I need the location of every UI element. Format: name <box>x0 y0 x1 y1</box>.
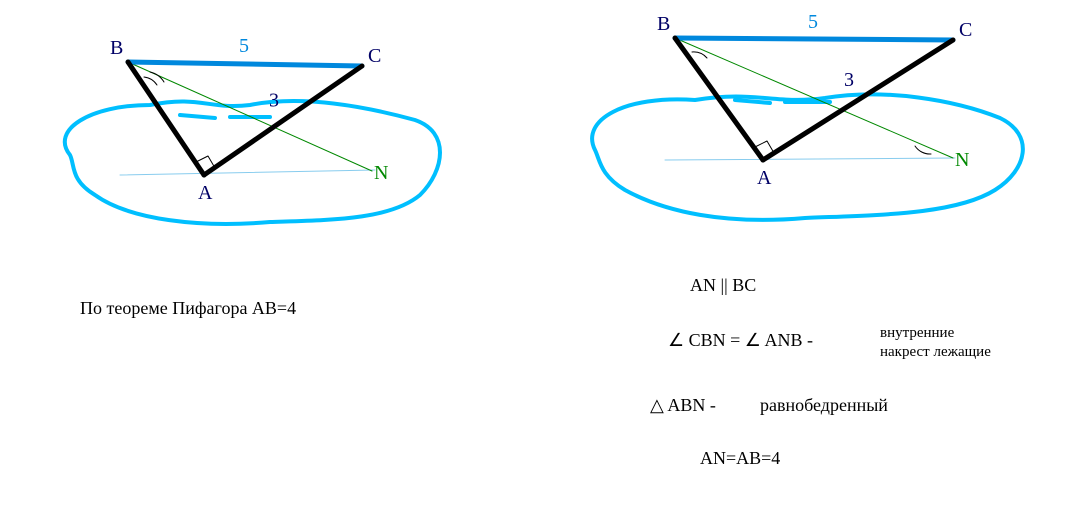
svg-text:3: 3 <box>844 69 854 91</box>
right-svg: B C A N 5 3 <box>555 0 1055 240</box>
svg-text:A: A <box>757 167 772 189</box>
right-line2b2: накрест лежащие <box>880 344 991 361</box>
svg-text:3: 3 <box>269 90 279 112</box>
svg-text:C: C <box>959 19 972 41</box>
svg-text:N: N <box>955 149 969 171</box>
right-line3b: равнобедренный <box>760 395 888 416</box>
left-svg: B C A N 5 3 <box>20 10 470 250</box>
svg-text:N: N <box>374 162 388 184</box>
left-diagram: B C A N 5 3 <box>20 10 470 250</box>
svg-text:C: C <box>368 45 381 67</box>
right-diagram: B C A N 5 3 <box>555 0 1055 240</box>
svg-text:5: 5 <box>808 11 818 33</box>
right-line1: AN || BC <box>690 275 756 296</box>
svg-text:A: A <box>198 182 213 204</box>
right-line2a: ∠ CBN = ∠ ANB - <box>668 330 813 351</box>
right-line4: AN=AB=4 <box>700 448 780 469</box>
svg-text:B: B <box>657 13 670 35</box>
svg-text:5: 5 <box>239 35 249 57</box>
left-text: По теореме Пифагора AB=4 <box>80 298 296 319</box>
right-line3a: △ ABN - <box>650 395 716 416</box>
right-line2b1: внутренние <box>880 325 954 342</box>
svg-text:B: B <box>110 37 123 59</box>
